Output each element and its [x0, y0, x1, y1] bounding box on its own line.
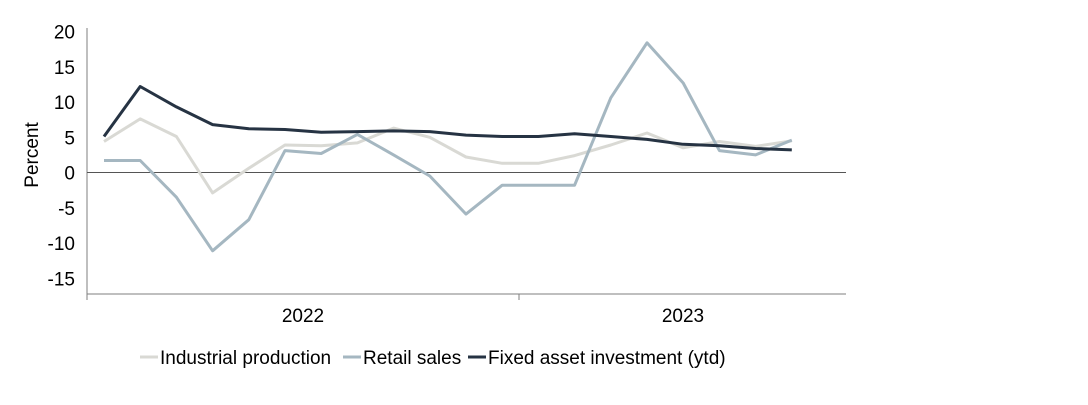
series-line-fixed-asset-investment [102, 85, 792, 152]
axes [86, 28, 846, 300]
x-tick-label-2023: 2023 [662, 306, 704, 327]
legend-label-industrial-production: Industrial production [160, 348, 331, 369]
series-line-retail-sales [104, 41, 793, 253]
y-axis-label: Percent [22, 122, 43, 188]
y-tick-label: 0 [64, 164, 75, 185]
y-tick-label: 5 [64, 128, 75, 149]
y-tick-labels: 20 15 10 5 0 -5 -10 -15 [48, 23, 75, 291]
y-tick-label: -15 [48, 269, 75, 290]
y-tick-label: 15 [54, 58, 75, 79]
legend-label-retail-sales: Retail sales [363, 348, 461, 369]
legend-label-fixed-asset-investment: Fixed asset investment (ytd) [488, 348, 726, 369]
series-line-industrial-production [103, 117, 793, 195]
y-tick-label: 10 [54, 93, 75, 114]
y-tick-label: -5 [58, 199, 75, 220]
legend: Industrial production Retail sales Fixed… [140, 348, 726, 369]
y-tick-label: -10 [48, 234, 75, 255]
y-tick-label: 20 [54, 23, 75, 44]
x-tick-labels: 2022 2023 [282, 306, 704, 327]
x-tick-label-2022: 2022 [282, 306, 324, 327]
series-lines [102, 41, 793, 253]
